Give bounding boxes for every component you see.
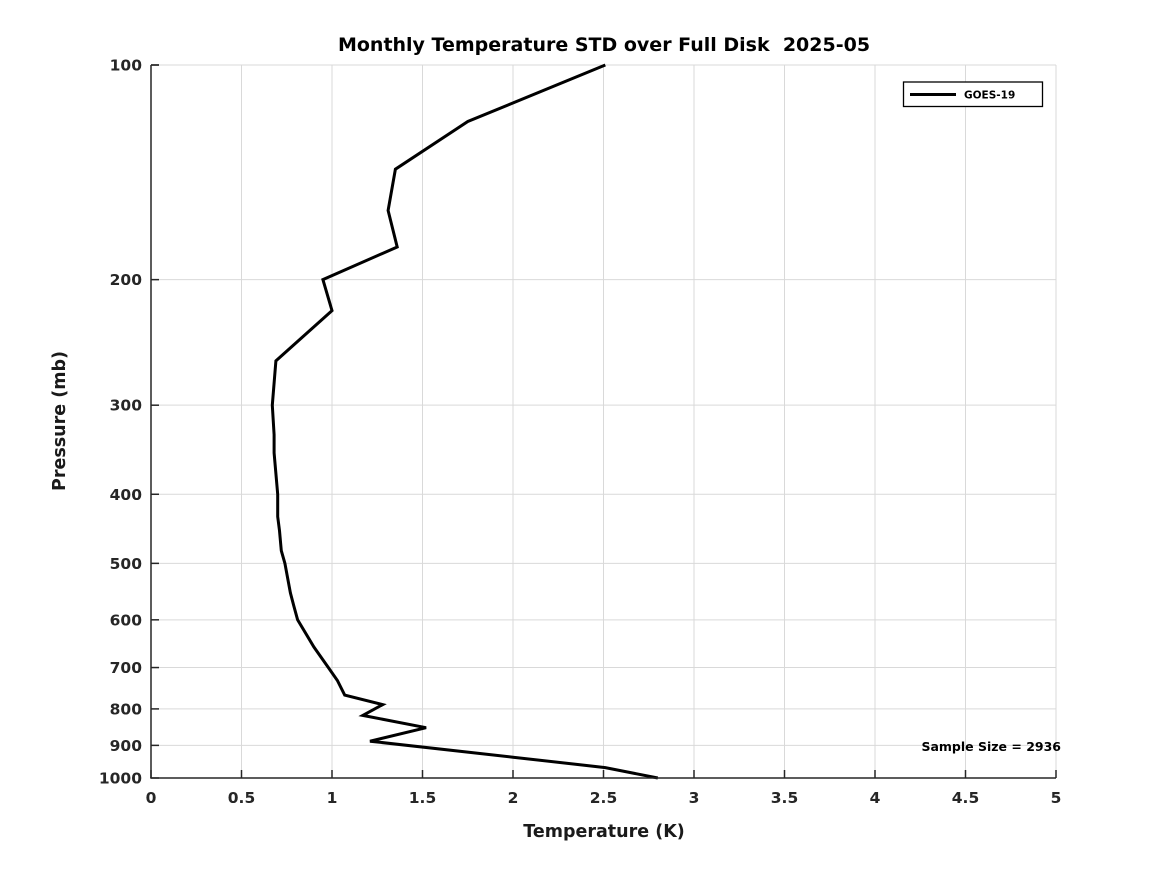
y-tick-label: 800 bbox=[110, 700, 143, 718]
y-tick-label: 500 bbox=[110, 555, 143, 573]
x-tick-label: 5 bbox=[1051, 789, 1062, 807]
y-tick-label: 1000 bbox=[99, 770, 142, 788]
chart-title: Monthly Temperature STD over Full Disk 2… bbox=[338, 34, 870, 56]
y-tick-label: 300 bbox=[110, 397, 143, 415]
x-tick-label: 4.5 bbox=[952, 789, 979, 807]
y-axis-label: Pressure (mb) bbox=[50, 351, 70, 491]
y-tick-label: 900 bbox=[110, 737, 143, 755]
x-axis-label: Temperature (K) bbox=[523, 822, 685, 842]
x-tick-label: 2 bbox=[508, 789, 519, 807]
x-tick-label: 2.5 bbox=[590, 789, 617, 807]
y-tick-label: 600 bbox=[110, 611, 143, 629]
y-tick-label: 700 bbox=[110, 659, 143, 677]
sample-size-annotation: Sample Size = 2936 bbox=[921, 739, 1061, 754]
tick-labels: 0 0.5 1 1.5 2 2.5 3 3.5 4 4.5 5 100 200 300 400 500 600 7… bbox=[99, 57, 1062, 808]
x-tick-label: 1.5 bbox=[409, 789, 436, 807]
y-tick-label: 100 bbox=[110, 57, 143, 75]
y-tick-label: 400 bbox=[110, 486, 143, 504]
x-tick-label: 3.5 bbox=[771, 789, 798, 807]
grid-lines bbox=[151, 64, 1057, 778]
data-curve-layer bbox=[270, 63, 659, 780]
x-tick-label: 1 bbox=[327, 789, 338, 807]
y-tick-label: 200 bbox=[110, 271, 143, 289]
x-tick-label: 4 bbox=[870, 789, 881, 807]
axes bbox=[150, 64, 1057, 779]
legend-entry-label: GOES-19 bbox=[964, 90, 1015, 102]
x-tick-label: 0 bbox=[146, 789, 157, 807]
legend: GOES-19 bbox=[902, 81, 1044, 108]
series-line-goes-19 bbox=[270, 63, 659, 780]
x-tick-label: 0.5 bbox=[228, 789, 255, 807]
x-tick-label: 3 bbox=[689, 789, 700, 807]
